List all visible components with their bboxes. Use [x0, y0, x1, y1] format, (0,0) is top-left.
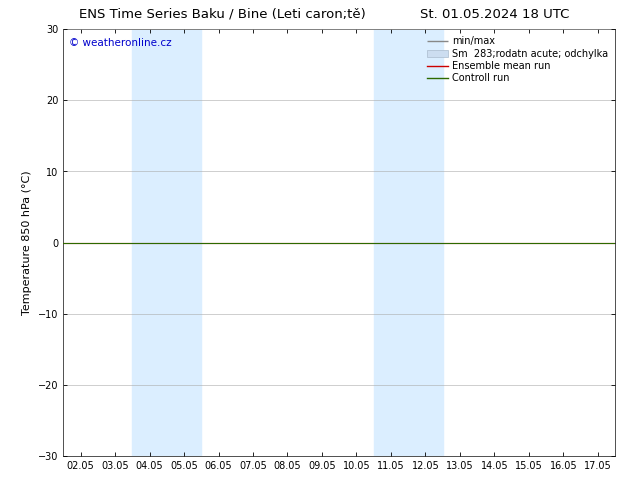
- Text: St. 01.05.2024 18 UTC: St. 01.05.2024 18 UTC: [420, 8, 569, 21]
- Bar: [373, 29, 443, 456]
- Text: ENS Time Series Baku / Bine (Leti caron;tě): ENS Time Series Baku / Bine (Leti caron;…: [79, 8, 365, 21]
- Y-axis label: Temperature 850 hPa (°C): Temperature 850 hPa (°C): [22, 170, 32, 315]
- Text: © weatheronline.cz: © weatheronline.cz: [69, 38, 172, 48]
- Bar: [133, 29, 202, 456]
- Legend: min/max, Sm  283;rodatn acute; odchylka, Ensemble mean run, Controll run: min/max, Sm 283;rodatn acute; odchylka, …: [425, 34, 610, 85]
